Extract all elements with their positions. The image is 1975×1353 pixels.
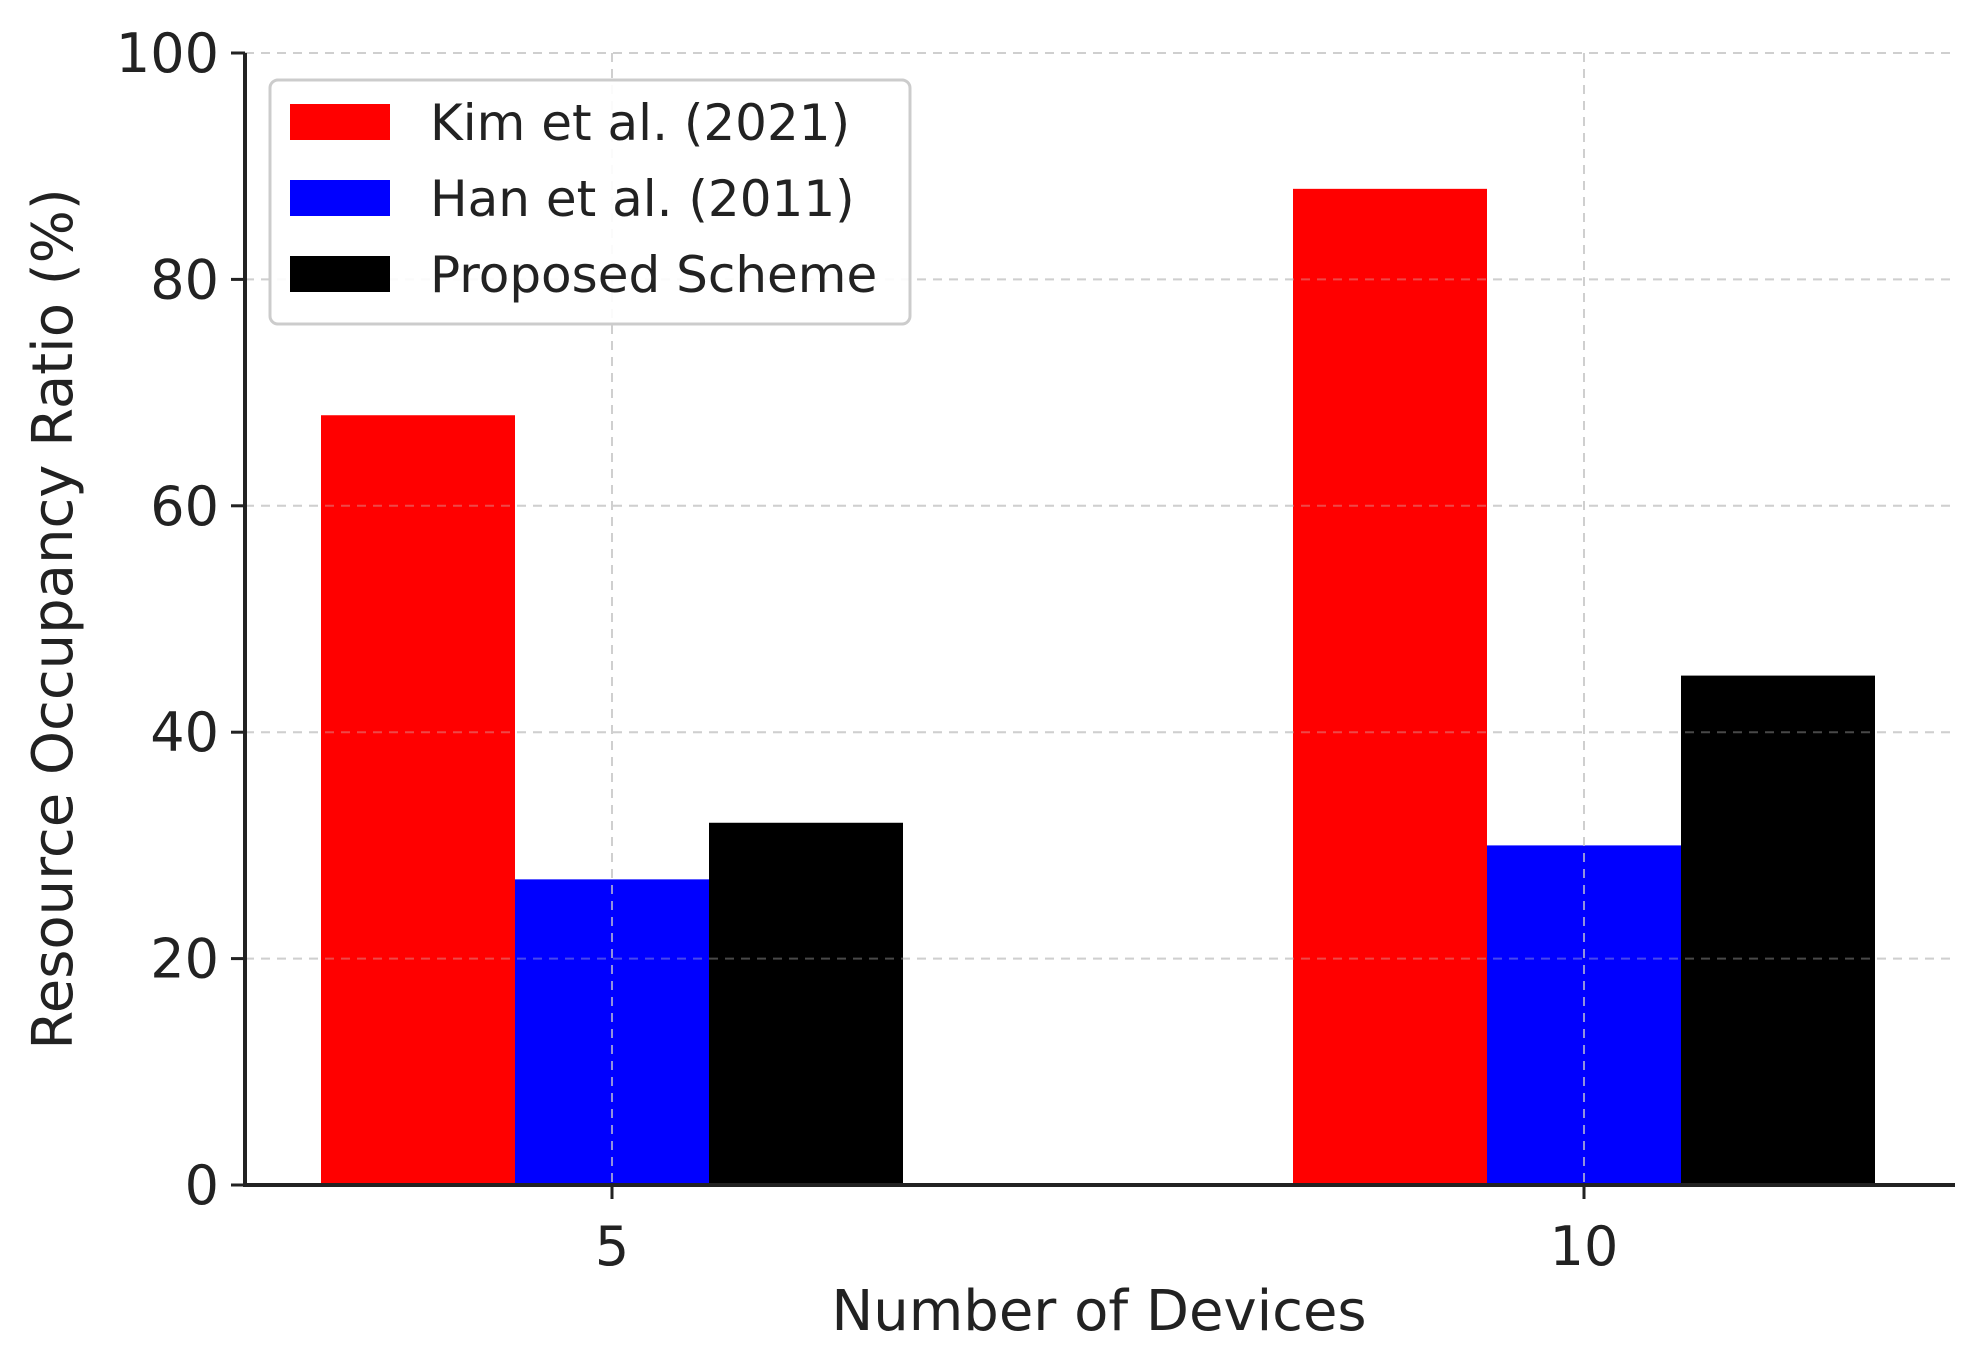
legend-label: Han et al. (2011) [430,170,855,228]
legend-box [268,78,912,326]
x-tick-label: 5 [595,1215,629,1278]
bar [709,822,903,1185]
legend-swatch [290,104,390,140]
y-tick-label: 80 [150,248,219,311]
legend-label: Kim et al. (2021) [430,94,850,152]
y-axis-label: Resource Occupancy Ratio (%) [21,188,86,1049]
legend-label: Proposed Scheme [430,246,877,304]
y-tick-label: 20 [150,928,219,991]
bar [1293,188,1487,1186]
y-tick-label: 0 [185,1154,219,1217]
x-tick-label: 10 [1550,1215,1619,1278]
y-tick-label: 40 [150,701,219,764]
ticks: 0 20 40 60 80 100 5 10 [116,22,1618,1278]
y-tick-label: 60 [150,475,219,538]
legend-swatch [290,180,390,216]
x-axis-label: Number of Devices [831,1279,1366,1344]
bar [1681,675,1875,1185]
bar [321,415,515,1185]
legend-swatch [290,256,390,292]
legend: Kim et al. (2021) Han et al. (2011) Propos… [268,78,912,326]
y-tick-label: 100 [116,22,219,85]
bars [245,52,1955,1186]
axes [243,53,1955,1187]
